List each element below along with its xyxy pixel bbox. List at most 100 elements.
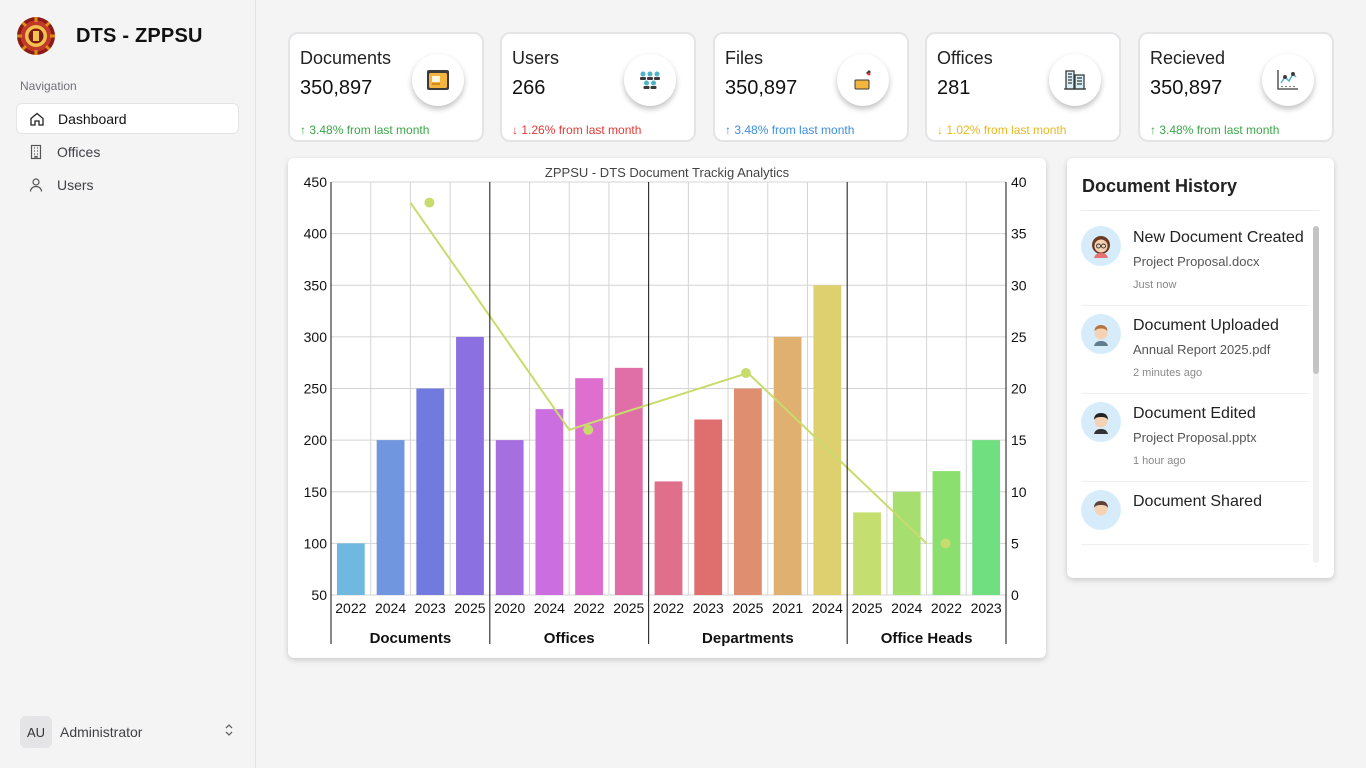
history-item-title: Document Shared — [1133, 493, 1262, 510]
history-item-file: Annual Report 2025.pdf — [1133, 342, 1271, 357]
group-label: Offices — [544, 630, 595, 647]
users-group-icon — [624, 54, 676, 106]
chevron-up-down-icon[interactable] — [222, 723, 236, 742]
x-tick-label: 2025 — [732, 600, 763, 616]
stat-title: Documents — [300, 48, 392, 68]
stat-title: Offices — [937, 48, 993, 68]
user-icon — [29, 177, 43, 192]
history-item[interactable]: Document Edited Project Proposal.pptx 1 … — [1081, 394, 1309, 482]
history-item-title: Document Uploaded — [1133, 317, 1279, 334]
sidebar-item-dashboard[interactable]: Dashboard — [16, 103, 239, 134]
sidebar-item-users[interactable]: Users — [16, 169, 239, 200]
sidebar-item-label: Users — [57, 176, 94, 193]
history-list[interactable]: New Document Created Project Proposal.do… — [1081, 218, 1309, 563]
man-avatar-icon — [1081, 314, 1121, 354]
x-tick-label: 2023 — [415, 600, 446, 616]
analytics-chart-icon — [1262, 54, 1314, 106]
y-left-tick-label: 350 — [304, 277, 328, 293]
x-tick-label: 2025 — [613, 600, 644, 616]
stat-card-offices[interactable]: Offices 281 ↓ 1.02% from last month — [925, 32, 1121, 142]
sidebar: DTS - ZPPSU Navigation Dashboard Offices… — [0, 0, 256, 768]
group-label: Departments — [702, 630, 794, 647]
stat-value: 350,897 — [300, 77, 373, 99]
bar — [416, 388, 445, 595]
bar — [932, 471, 961, 595]
y-left-tick-label: 50 — [311, 587, 327, 603]
line-marker — [940, 538, 951, 549]
x-tick-label: 2024 — [534, 600, 565, 616]
x-tick-label: 2024 — [812, 600, 843, 616]
group-label: Documents — [370, 630, 452, 647]
woman-avatar-icon — [1081, 226, 1121, 266]
bar — [614, 367, 643, 595]
stat-trend: ↓ 1.02% from last month — [937, 123, 1066, 137]
x-tick-label: 2022 — [931, 600, 962, 616]
arrow-down-icon: ↓ — [512, 123, 522, 137]
office-building-icon — [1049, 54, 1101, 106]
bar — [853, 512, 881, 595]
stat-value: 350,897 — [1150, 77, 1223, 99]
x-tick-label: 2022 — [335, 600, 366, 616]
y-left-tick-label: 400 — [304, 226, 328, 242]
stat-card-files[interactable]: Files 350,897 ↑ 3.48% from last month — [713, 32, 909, 142]
stat-value: 350,897 — [725, 77, 798, 99]
scrollbar[interactable] — [1313, 226, 1319, 563]
stat-trend-text: 3.48% from last month — [1159, 123, 1280, 137]
y-right-tick-label: 30 — [1011, 277, 1027, 293]
stat-card-documents[interactable]: Documents 350,897 ↑ 3.48% from last mont… — [288, 32, 484, 142]
stat-trend-text: 3.48% from last month — [309, 123, 430, 137]
brand[interactable]: DTS - ZPPSU — [16, 16, 203, 56]
document-history-panel: Document History New Document Created Pr… — [1067, 158, 1334, 578]
stat-title: Users — [512, 48, 560, 68]
document-folder-icon — [412, 54, 464, 106]
person-avatar-icon — [1081, 402, 1121, 442]
y-right-tick-label: 25 — [1011, 329, 1027, 345]
y-right-tick-label: 5 — [1011, 535, 1019, 551]
x-tick-label: 2024 — [891, 600, 922, 616]
x-tick-label: 2020 — [494, 600, 525, 616]
group-label: Office Heads — [881, 630, 973, 647]
stat-trend-text: 3.48% from last month — [734, 123, 855, 137]
x-tick-label: 2023 — [693, 600, 724, 616]
bar — [654, 481, 683, 595]
scrollbar-thumb[interactable] — [1313, 226, 1319, 374]
arrow-down-icon: ↓ — [937, 123, 947, 137]
user-menu[interactable]: AU Administrator — [20, 716, 236, 748]
analytics-chart: ZPPSU - DTS Document Trackig Analytics 5… — [304, 165, 1027, 647]
y-left-tick-label: 300 — [304, 329, 328, 345]
history-item[interactable]: Document Shared — [1081, 482, 1309, 545]
file-box-icon — [837, 54, 889, 106]
nav-list: Dashboard Offices Users — [16, 103, 239, 202]
history-item-file: Project Proposal.docx — [1133, 254, 1260, 269]
person-avatar-icon — [1081, 490, 1121, 530]
history-item[interactable]: New Document Created Project Proposal.do… — [1081, 218, 1309, 306]
y-left-tick-label: 200 — [304, 432, 328, 448]
sidebar-item-offices[interactable]: Offices — [16, 136, 239, 167]
line-marker — [740, 368, 751, 379]
stat-trend-text: 1.26% from last month — [521, 123, 642, 137]
x-tick-label: 2025 — [851, 600, 882, 616]
bar — [734, 388, 762, 595]
stat-value: 281 — [937, 77, 971, 99]
x-tick-label: 2025 — [454, 600, 485, 616]
bar — [773, 336, 802, 595]
x-tick-label: 2024 — [375, 600, 406, 616]
y-right-tick-label: 15 — [1011, 432, 1027, 448]
home-icon — [30, 112, 44, 126]
y-right-tick-label: 10 — [1011, 484, 1027, 500]
stat-trend: ↑ 3.48% from last month — [300, 123, 429, 137]
history-item-title: Document Edited — [1133, 405, 1256, 422]
nav-section-label: Navigation — [20, 79, 77, 93]
y-right-tick-label: 40 — [1011, 174, 1027, 190]
history-item[interactable]: Document Uploaded Annual Report 2025.pdf… — [1081, 306, 1309, 394]
stat-card-received[interactable]: Recieved 350,897 ↑ 3.48% from last month — [1138, 32, 1334, 142]
bar — [336, 543, 365, 595]
arrow-up-icon: ↑ — [1150, 123, 1160, 137]
bar — [495, 440, 524, 595]
chart-title: ZPPSU - DTS Document Trackig Analytics — [545, 165, 790, 180]
bar — [892, 491, 921, 595]
stat-trend: ↓ 1.26% from last month — [512, 123, 641, 137]
stat-card-users[interactable]: Users 266 ↓ 1.26% from last month — [500, 32, 696, 142]
x-tick-label: 2022 — [653, 600, 684, 616]
app-title: DTS - ZPPSU — [76, 24, 203, 47]
